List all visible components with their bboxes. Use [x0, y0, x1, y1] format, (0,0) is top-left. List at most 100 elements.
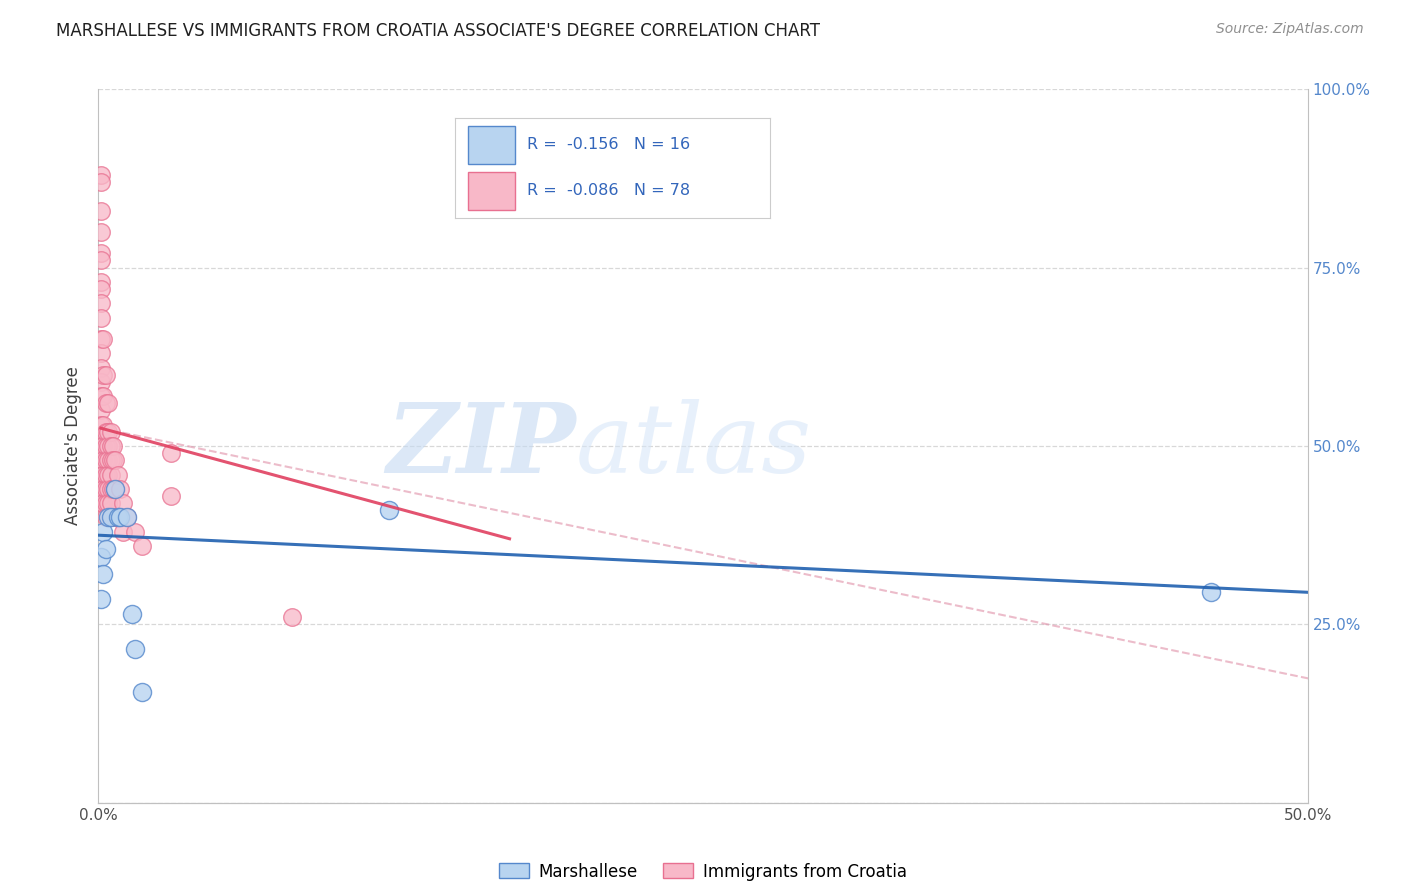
Text: R =  -0.086   N = 78: R = -0.086 N = 78: [527, 183, 690, 198]
Point: [90, 453, 112, 467]
Point: [94, 368, 117, 382]
Point: [131, 539, 153, 553]
Bar: [468, 171, 515, 210]
Point: [97, 510, 120, 524]
Point: [90, 296, 112, 310]
Legend: Marshallese, Immigrants from Croatia: Marshallese, Immigrants from Croatia: [492, 856, 914, 888]
Point: [90, 282, 112, 296]
Point: [90, 496, 112, 510]
Text: atlas: atlas: [576, 399, 813, 493]
Point: [90, 346, 112, 360]
Point: [90, 332, 112, 346]
Point: [90, 446, 112, 460]
Point: [91, 524, 114, 539]
Point: [94, 467, 117, 482]
Point: [101, 510, 124, 524]
Point: [90, 549, 112, 564]
Point: [108, 510, 131, 524]
Point: [117, 510, 139, 524]
Point: [121, 607, 143, 621]
Point: [90, 403, 112, 417]
Point: [108, 482, 131, 496]
Point: [160, 446, 183, 460]
Point: [124, 642, 146, 657]
Point: [94, 542, 117, 557]
Text: Source: ZipAtlas.com: Source: ZipAtlas.com: [1216, 22, 1364, 37]
Point: [90, 489, 112, 503]
Point: [90, 432, 112, 446]
Point: [90, 439, 112, 453]
Point: [131, 685, 153, 699]
Point: [91, 368, 114, 382]
Point: [281, 610, 304, 624]
Text: ZIP: ZIP: [387, 399, 576, 493]
Point: [94, 439, 117, 453]
Point: [100, 453, 122, 467]
Point: [108, 510, 131, 524]
Point: [107, 510, 129, 524]
Point: [104, 453, 127, 467]
Text: MARSHALLESE VS IMMIGRANTS FROM CROATIA ASSOCIATE'S DEGREE CORRELATION CHART: MARSHALLESE VS IMMIGRANTS FROM CROATIA A…: [56, 22, 820, 40]
Point: [100, 467, 122, 482]
Point: [94, 425, 117, 439]
Point: [160, 489, 183, 503]
Point: [100, 425, 122, 439]
Point: [101, 482, 124, 496]
Point: [97, 439, 120, 453]
Point: [111, 524, 134, 539]
Point: [100, 482, 122, 496]
Point: [104, 482, 127, 496]
Point: [101, 453, 124, 467]
Point: [97, 482, 120, 496]
Bar: [468, 126, 515, 164]
Point: [91, 567, 114, 582]
Point: [90, 360, 112, 375]
Point: [90, 168, 112, 182]
Point: [100, 439, 122, 453]
Point: [91, 332, 114, 346]
Point: [101, 439, 124, 453]
Point: [90, 417, 112, 432]
Point: [90, 253, 112, 268]
Point: [91, 389, 114, 403]
Point: [91, 496, 114, 510]
Point: [94, 482, 117, 496]
Point: [117, 510, 139, 524]
Y-axis label: Associate's Degree: Associate's Degree: [65, 367, 83, 525]
Point: [94, 510, 117, 524]
Point: [104, 482, 127, 496]
Point: [91, 467, 114, 482]
Point: [97, 425, 120, 439]
Point: [90, 225, 112, 239]
Point: [107, 467, 129, 482]
Point: [124, 524, 146, 539]
Point: [90, 482, 112, 496]
Point: [97, 467, 120, 482]
Point: [1199, 585, 1222, 599]
Point: [90, 592, 112, 607]
Point: [90, 175, 112, 189]
Point: [90, 203, 112, 218]
Point: [91, 417, 114, 432]
Point: [90, 460, 112, 475]
Point: [94, 453, 117, 467]
Point: [107, 510, 129, 524]
Point: [90, 275, 112, 289]
Point: [97, 453, 120, 467]
Point: [90, 246, 112, 260]
Point: [91, 439, 114, 453]
Point: [90, 389, 112, 403]
Point: [97, 396, 120, 410]
Point: [90, 467, 112, 482]
Point: [377, 503, 399, 517]
Point: [94, 496, 117, 510]
Point: [111, 496, 134, 510]
Point: [104, 510, 127, 524]
Point: [94, 396, 117, 410]
Point: [90, 310, 112, 325]
Point: [90, 475, 112, 489]
Point: [91, 453, 114, 467]
Point: [100, 496, 122, 510]
Point: [100, 510, 122, 524]
Point: [91, 482, 114, 496]
